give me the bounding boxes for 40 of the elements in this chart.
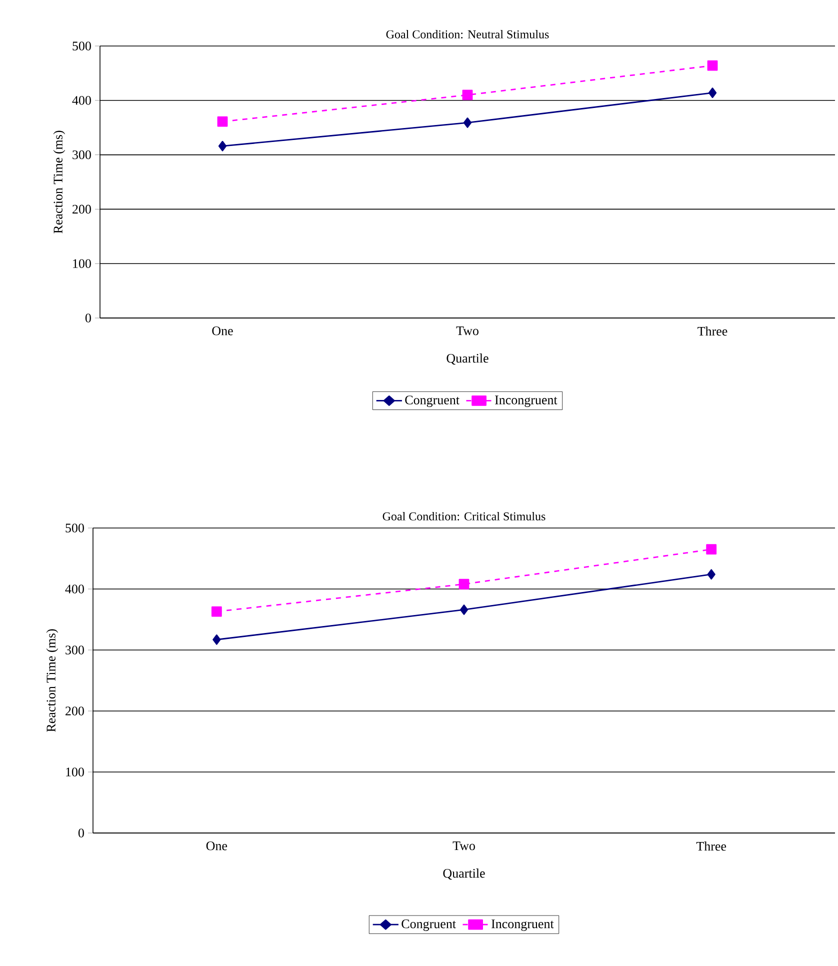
y-tick-label: 300	[65, 646, 84, 654]
y-tick-label: 300	[72, 150, 91, 160]
x-axis-title: Quartile	[446, 354, 488, 365]
legend-label: Congruent	[405, 396, 460, 408]
point	[211, 606, 222, 617]
legend-label: Incongruent	[491, 920, 554, 931]
x-tick-label: One	[212, 326, 233, 336]
point	[217, 116, 228, 127]
x-axis-title: Quartile	[443, 868, 485, 880]
point	[707, 569, 716, 580]
legend-label: Incongruent	[494, 396, 558, 407]
y-tick-label: 100	[72, 259, 91, 268]
y-tick-label: 200	[65, 706, 84, 716]
y-tick-label: 400	[65, 584, 84, 594]
x-tick-label: Three	[697, 326, 728, 336]
point	[707, 60, 718, 71]
point	[458, 578, 470, 590]
y-tick-label: 500	[66, 524, 84, 532]
y-tick-label: 0	[85, 314, 91, 322]
y-axis-title: Reaction Time (ms)	[46, 629, 58, 732]
x-tick-label: Three	[696, 842, 726, 851]
point	[708, 88, 716, 98]
y-tick-label: 200	[72, 204, 91, 214]
y-tick-label: 100	[66, 768, 84, 776]
point	[706, 544, 716, 555]
point	[212, 634, 221, 645]
point	[463, 118, 472, 128]
point	[218, 140, 226, 152]
chart-title: Goal Condition: Neutral Stimulus	[386, 30, 549, 38]
legend-label: Congruent	[402, 920, 456, 931]
y-tick-label: 500	[72, 42, 91, 50]
x-tick-label: One	[206, 842, 227, 850]
y-axis-title: Reaction Time (ms)	[53, 130, 65, 234]
y-tick-label: 0	[78, 828, 84, 838]
chart-title: Goal Condition: Critical Stimulus	[382, 512, 546, 520]
x-tick-label: Two	[456, 326, 478, 336]
x-tick-label: Two	[452, 842, 475, 850]
point	[460, 604, 468, 615]
point	[462, 90, 473, 100]
y-tick-label: 400	[72, 96, 91, 105]
